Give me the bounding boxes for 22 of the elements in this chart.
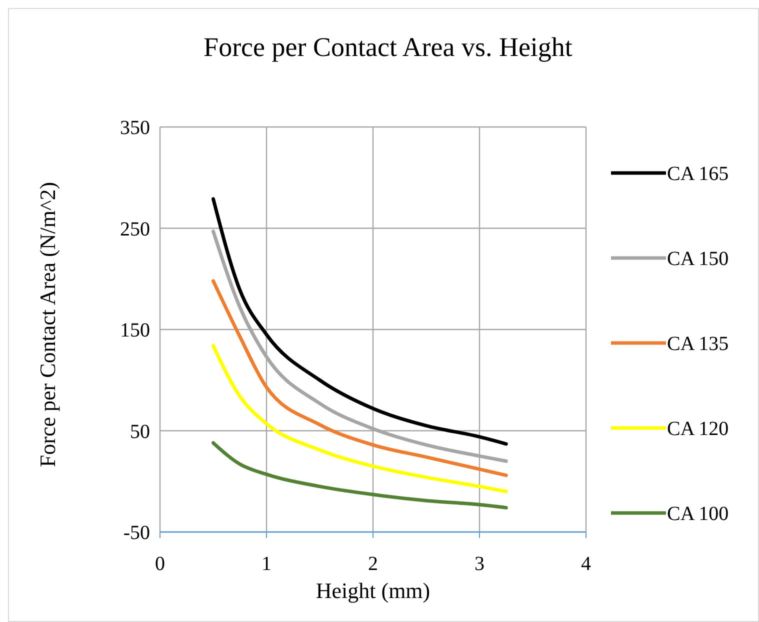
y-tick-label: 350 — [120, 117, 150, 139]
x-tick-label: 3 — [474, 553, 484, 575]
legend-label: CA 135 — [667, 333, 729, 355]
y-tick-label: -50 — [123, 522, 150, 544]
line-series — [212, 441, 508, 510]
line-series — [212, 197, 508, 446]
y-tick-label: 150 — [120, 320, 150, 342]
legend-label: CA 120 — [667, 418, 729, 440]
x-tick-label: 2 — [368, 553, 378, 575]
line-series — [212, 344, 508, 494]
x-tick-label: 1 — [262, 553, 272, 575]
y-tick-label: 50 — [130, 420, 150, 443]
x-axis-title: Height (mm) — [316, 578, 430, 603]
chart-title: Force per Contact Area vs. Height — [204, 32, 573, 62]
legend-label: CA 165 — [667, 163, 729, 185]
y-tick-label: 250 — [120, 218, 150, 240]
legend-label: CA 150 — [667, 248, 729, 270]
x-tick-label: 4 — [581, 553, 591, 575]
legend-label: CA 100 — [667, 503, 729, 525]
x-tick-label: 0 — [155, 553, 165, 575]
y-axis-title: Force per Contact Area (N/m^2) — [35, 182, 60, 468]
line-series — [212, 279, 508, 478]
